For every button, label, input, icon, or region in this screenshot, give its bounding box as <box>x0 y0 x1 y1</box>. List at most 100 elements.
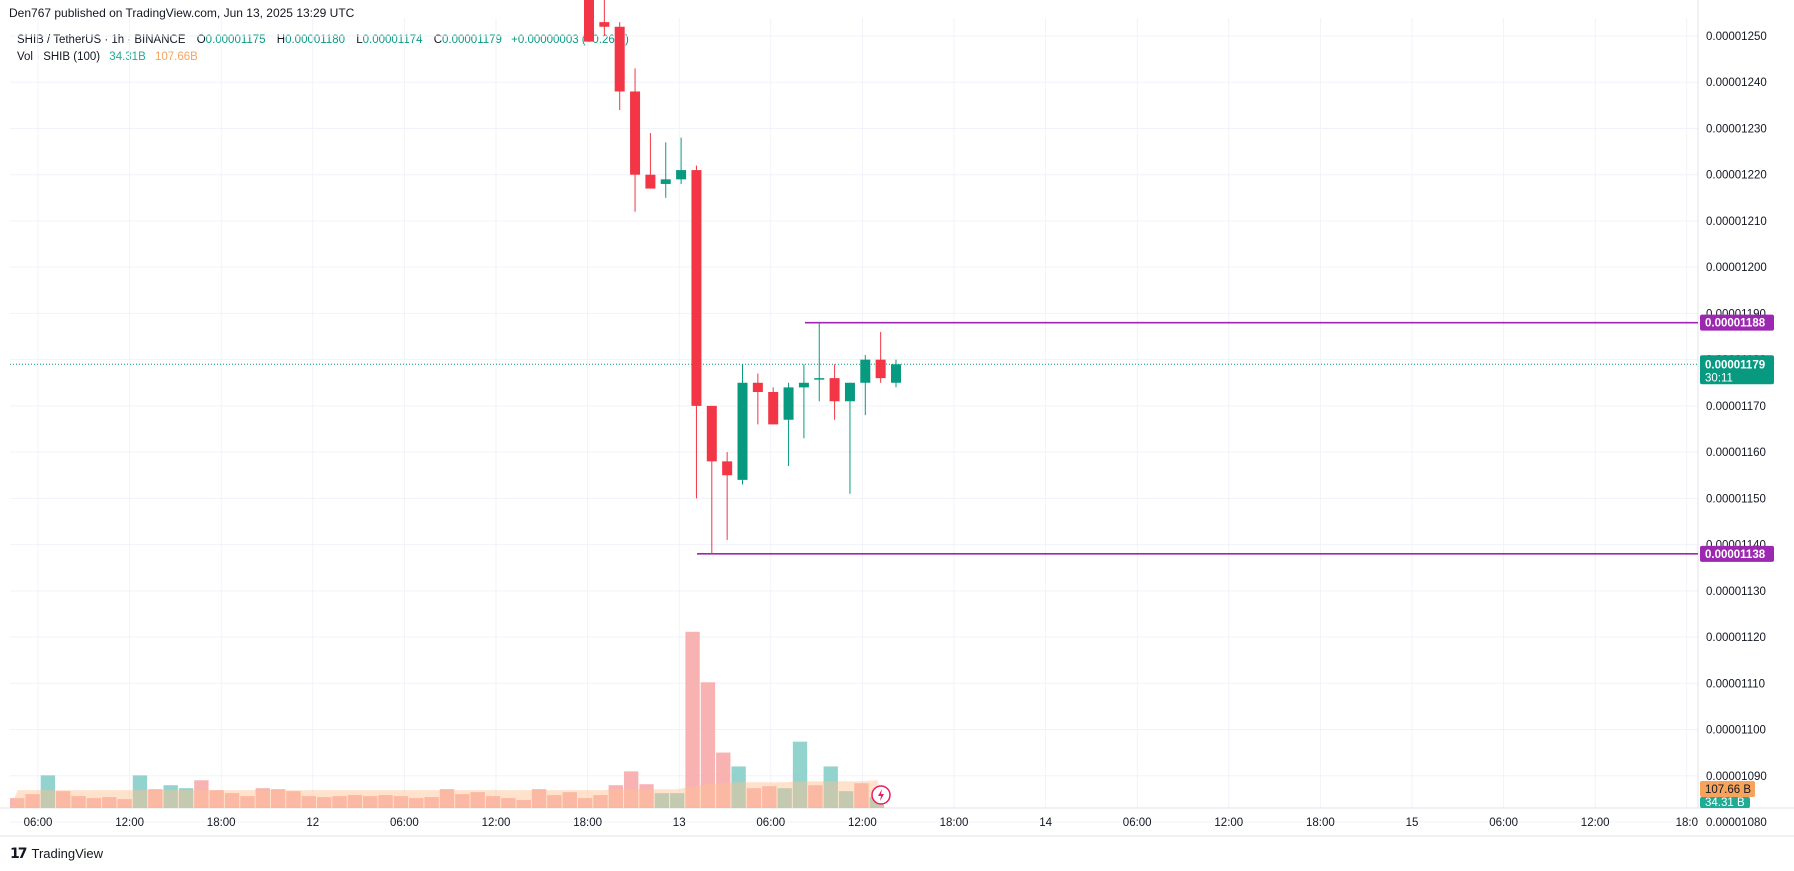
candle-body[interactable] <box>676 170 687 180</box>
candle-body[interactable] <box>829 378 840 402</box>
low-value: 0.00001174 <box>362 34 423 46</box>
price-tick-label: 0.00001200 <box>1706 262 1767 274</box>
volume-bar <box>762 786 777 808</box>
volume-bar <box>485 796 501 808</box>
candle-body[interactable] <box>783 387 794 420</box>
resistance-level-tag <box>1700 314 1774 331</box>
price-tick-label: 0.00001210 <box>1706 216 1767 228</box>
candle-body[interactable] <box>798 382 809 388</box>
close-value: 0.00001179 <box>442 34 502 46</box>
candle-body[interactable] <box>752 382 763 393</box>
volume-bar <box>347 795 363 808</box>
price-tick-label: 0.00001080 <box>1706 817 1767 829</box>
support-level-label: 0.00001138 <box>1705 549 1766 561</box>
volume-bar <box>654 793 670 808</box>
volume-bar <box>102 797 117 808</box>
time-tick-label: 06:00 <box>1123 817 1152 829</box>
symbol-name[interactable]: SHIB / TetherUS · 1h · BINANCE <box>17 34 186 46</box>
volume-pane <box>10 631 885 808</box>
volume-bar <box>670 793 685 808</box>
grid <box>0 0 1794 837</box>
volume-bar <box>148 789 163 808</box>
volume-bar <box>117 799 132 808</box>
price-axis: 0.00001250 0.00001240 0.00001230 0.00001220… <box>1700 31 1774 829</box>
volume-bar <box>224 793 240 808</box>
resistance-level-label: 0.00001188 <box>1705 318 1766 330</box>
candle-body[interactable] <box>584 0 594 42</box>
candle-body[interactable] <box>706 405 717 462</box>
candle-body[interactable] <box>599 22 610 27</box>
volume-bar <box>363 796 378 808</box>
volume-bar <box>777 788 792 808</box>
volume-bar <box>86 798 102 808</box>
volume-bar <box>301 796 316 808</box>
volume-bar <box>838 791 854 808</box>
volume-bar <box>593 795 608 808</box>
candle-body[interactable] <box>844 382 855 402</box>
tradingview-brand: TradingView <box>31 846 104 861</box>
volume-bar <box>439 789 455 808</box>
time-tick-label: 18:00 <box>207 817 236 829</box>
volume-last-tag-label: 34.31 B <box>1705 797 1745 809</box>
volume-bar <box>792 741 808 808</box>
candle-body[interactable] <box>645 174 656 189</box>
volume-bar <box>547 795 562 808</box>
price-tick-label: 0.00001130 <box>1706 586 1766 598</box>
candle-body[interactable] <box>630 91 641 175</box>
time-tick-label: 12:00 <box>115 817 144 829</box>
levels <box>10 321 1698 555</box>
time-tick-label: 12:00 <box>1214 817 1243 829</box>
candle-body[interactable] <box>875 359 886 379</box>
volume-bar <box>823 766 838 808</box>
volume-bar <box>378 795 393 808</box>
symbol-legend: SHIB / TetherUS · 1h · BINANCE O0.000011… <box>17 34 629 46</box>
flash-bolt-icon <box>878 789 884 801</box>
price-tick-label: 0.00001220 <box>1706 170 1767 182</box>
open-label: O <box>196 34 206 46</box>
candle-body[interactable] <box>860 359 871 383</box>
volume-bar <box>501 798 516 808</box>
volume-bar <box>40 775 56 808</box>
volume-bar <box>209 790 224 808</box>
volume-bar <box>531 789 547 808</box>
volume-bar <box>470 792 485 808</box>
time-tick-label: 18:0 <box>1676 817 1698 829</box>
candle-body[interactable] <box>660 179 671 184</box>
volume-bar <box>317 797 332 808</box>
volume-bar <box>132 775 148 808</box>
volume-last-tag <box>1700 797 1750 808</box>
candle-body[interactable] <box>737 382 748 480</box>
volume-bar <box>10 798 25 808</box>
candle-body[interactable] <box>722 461 733 476</box>
high-value: 0.00001180 <box>285 34 345 46</box>
volume-bar <box>194 780 209 808</box>
time-tick-label: 06:00 <box>24 817 53 829</box>
candle-body[interactable] <box>891 364 901 383</box>
current-price-tag <box>1700 355 1774 385</box>
volume-bar <box>808 785 823 808</box>
time-tick-label: 06:00 <box>390 817 419 829</box>
volume-ma-area <box>10 780 885 808</box>
volume-bar <box>270 789 286 808</box>
volume-bar <box>409 798 424 808</box>
time-tick-label: 12:00 <box>482 817 511 829</box>
price-tick-label: 0.00001230 <box>1706 123 1767 135</box>
time-tick-label: 12:00 <box>848 817 877 829</box>
open-value: 0.00001175 <box>205 34 266 46</box>
time-tick-label: 12 <box>306 817 319 829</box>
volume-bar <box>639 784 654 808</box>
volume-bar <box>424 797 439 808</box>
candle-body[interactable] <box>814 378 825 380</box>
close-label: C <box>433 34 443 46</box>
candle-body[interactable] <box>614 26 625 92</box>
volume-bar <box>577 798 593 808</box>
volume-bar <box>255 788 270 808</box>
volume-ma-value: 107.66B <box>154 51 198 63</box>
price-tick-label: 0.00001100 <box>1706 725 1766 737</box>
candle-body[interactable] <box>768 392 779 425</box>
candle-body[interactable] <box>691 170 702 406</box>
tradingview-logo[interactable]: 𝟭𝟳 TradingView <box>10 845 103 862</box>
volume-bar <box>516 800 531 808</box>
price-tick-label: 0.00001110 <box>1706 678 1765 690</box>
